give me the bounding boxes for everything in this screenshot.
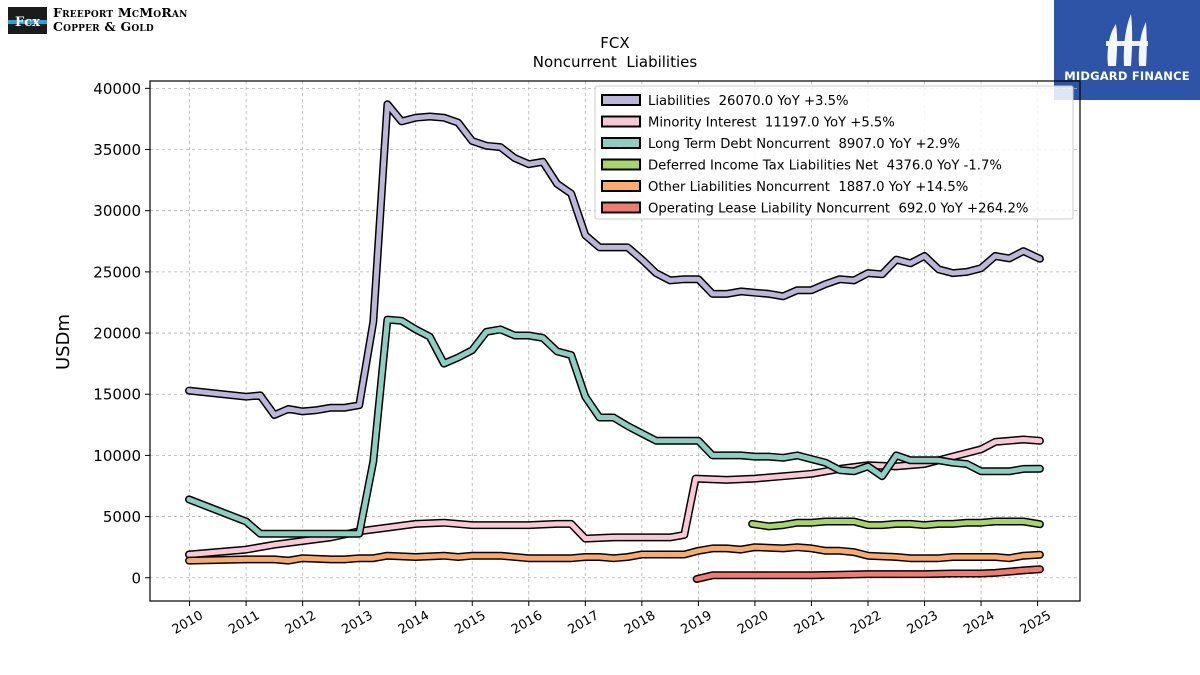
chart-title: FCX [600, 34, 629, 52]
chart-subtitle: Noncurrent Liabilities [533, 53, 698, 71]
y-tick-label: 25000 [93, 263, 141, 281]
midgard-finance-watermark: MIDGARD FINANCE [1054, 0, 1200, 100]
series-group [185, 100, 1044, 419]
series-line [694, 566, 1043, 582]
series-group [692, 565, 1044, 583]
y-tick-label: 10000 [93, 447, 141, 465]
x-tick-label: 2013 [339, 608, 375, 638]
legend-label: Minority Interest 11197.0 YoY +5.5% [648, 116, 895, 131]
x-tick-label: 2024 [961, 608, 997, 638]
series-group [185, 315, 1044, 538]
x-tick-label: 2018 [622, 608, 658, 638]
series-line [186, 544, 1043, 564]
y-tick-label: 20000 [93, 325, 141, 343]
y-tick-label: 30000 [93, 202, 141, 220]
x-tick-label: 2012 [283, 608, 319, 638]
x-tick-label: 2014 [396, 608, 432, 638]
y-tick-label: 15000 [93, 386, 141, 404]
company-name-line2: Copper & Gold [53, 19, 154, 34]
legend: Liabilities 26070.0 YoY +3.5% Minority In… [594, 85, 1074, 220]
x-tick-label: 2010 [170, 608, 206, 638]
series-group [748, 517, 1044, 531]
x-tick-label: 2011 [226, 608, 262, 638]
legend-label: Liabilities 26070.0 YoY +3.5% [648, 94, 849, 109]
fcx-logo-icon: Fcx [8, 7, 47, 34]
series-lines [185, 100, 1044, 583]
x-axis-ticks: 2010 2011 2012 2013 2014 2015 2016 2017 2018 2019… [170, 601, 1054, 638]
legend-swatch [601, 201, 641, 214]
legend-swatch [601, 158, 641, 171]
y-tick-label: 5000 [103, 508, 141, 526]
company-name-line1: Freeport McMoRan [53, 5, 188, 20]
x-tick-label: 2023 [905, 608, 941, 638]
x-tick-label: 2021 [792, 608, 828, 638]
series-group [185, 543, 1044, 565]
x-tick-label: 2015 [452, 608, 488, 638]
midgard-finance-text: MIDGARD FINANCE [1064, 69, 1190, 83]
y-tick-label: 0 [131, 569, 141, 587]
legend-swatch [601, 94, 641, 106]
legend-label: Other Liabilities Noncurrent 1887.0 YoY … [648, 180, 968, 195]
legend-swatch [601, 115, 641, 128]
y-axis-label: USDm [53, 314, 74, 370]
series-line [186, 317, 1043, 537]
y-axis-ticks: 0 5000 10000 15000 20000 25000 30000 35000 40000 [93, 80, 150, 587]
y-tick-label: 35000 [93, 141, 141, 159]
midgard-logo-icon [1106, 14, 1148, 66]
legend-swatch [601, 137, 641, 149]
legend-swatch [601, 180, 641, 192]
series-line-outline [185, 315, 1044, 538]
series-line [749, 519, 1043, 529]
logo-mark-text: Fcx [15, 15, 40, 30]
company-name: Freeport McMoRan Copper & Gold [53, 6, 188, 34]
legend-label: Deferred Income Tax Liabilities Net 4376… [648, 159, 1002, 174]
legend-box [594, 85, 1074, 220]
plot-frame [149, 80, 1081, 602]
series-line [186, 101, 1043, 418]
legend-label: Operating Lease Liability Noncurrent 692… [648, 202, 1028, 217]
x-tick-label: 2022 [848, 608, 884, 638]
legend-label: Long Term Debt Noncurrent 8907.0 YoY +2.… [648, 137, 960, 152]
x-tick-label: 2017 [565, 608, 601, 638]
x-tick-label: 2020 [735, 608, 771, 638]
x-tick-label: 2016 [509, 608, 545, 638]
x-tick-label: 2025 [1018, 608, 1054, 638]
x-tick-label: 2019 [679, 608, 715, 638]
freeport-mcmoran-logo: Fcx Freeport McMoRan Copper & Gold [8, 6, 213, 36]
y-tick-label: 40000 [93, 80, 141, 98]
